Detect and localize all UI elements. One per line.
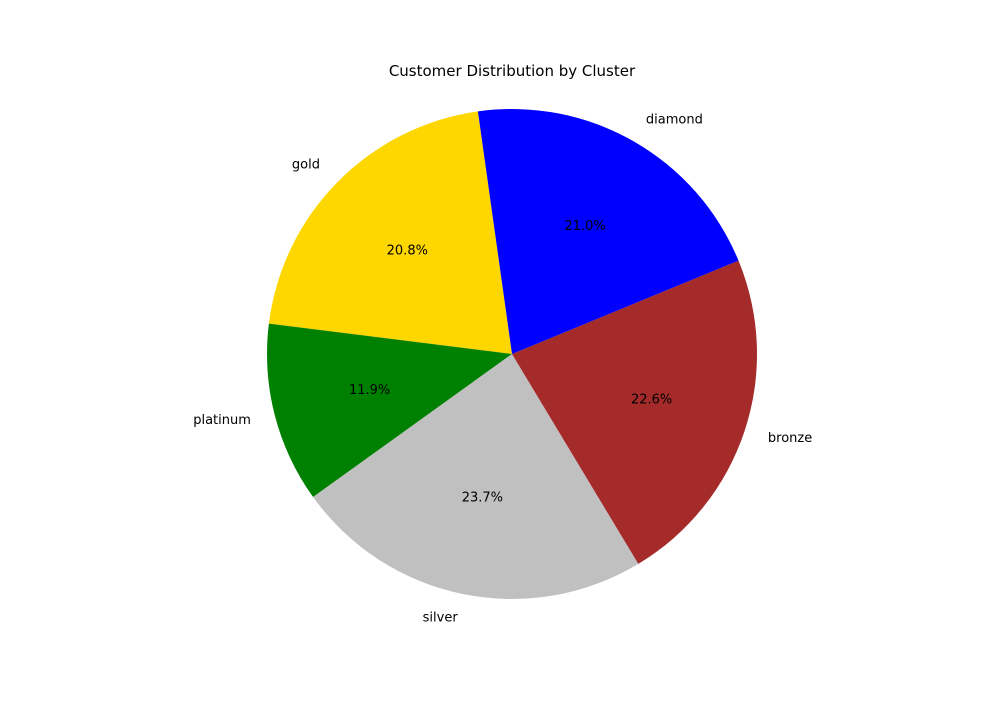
pie-slice-silver [313, 354, 639, 600]
pie-slice-platinum [267, 323, 512, 498]
pie-slices [267, 108, 757, 600]
pct-label-platinum: 11.9% [349, 383, 390, 398]
pie-slice-diamond [477, 108, 739, 355]
slice-label-bronze: bronze [768, 431, 812, 446]
pct-label-gold: 20.8% [387, 243, 428, 258]
chart-title: Customer Distribution by Cluster [389, 62, 636, 80]
slice-label-gold: gold [292, 157, 320, 172]
slice-label-platinum: platinum [193, 413, 251, 428]
slice-label-diamond: diamond [646, 113, 703, 128]
slice-label-silver: silver [423, 611, 459, 626]
pie-labels: gold 20.8% platinum 11.9% silver 23.7% bronze 2… [193, 113, 812, 626]
pct-label-diamond: 21.0% [564, 219, 605, 234]
pie-slice-gold [268, 111, 512, 354]
pct-label-silver: 23.7% [462, 491, 503, 506]
pct-label-bronze: 22.6% [631, 393, 672, 408]
pie-slice-bronze [512, 260, 757, 564]
